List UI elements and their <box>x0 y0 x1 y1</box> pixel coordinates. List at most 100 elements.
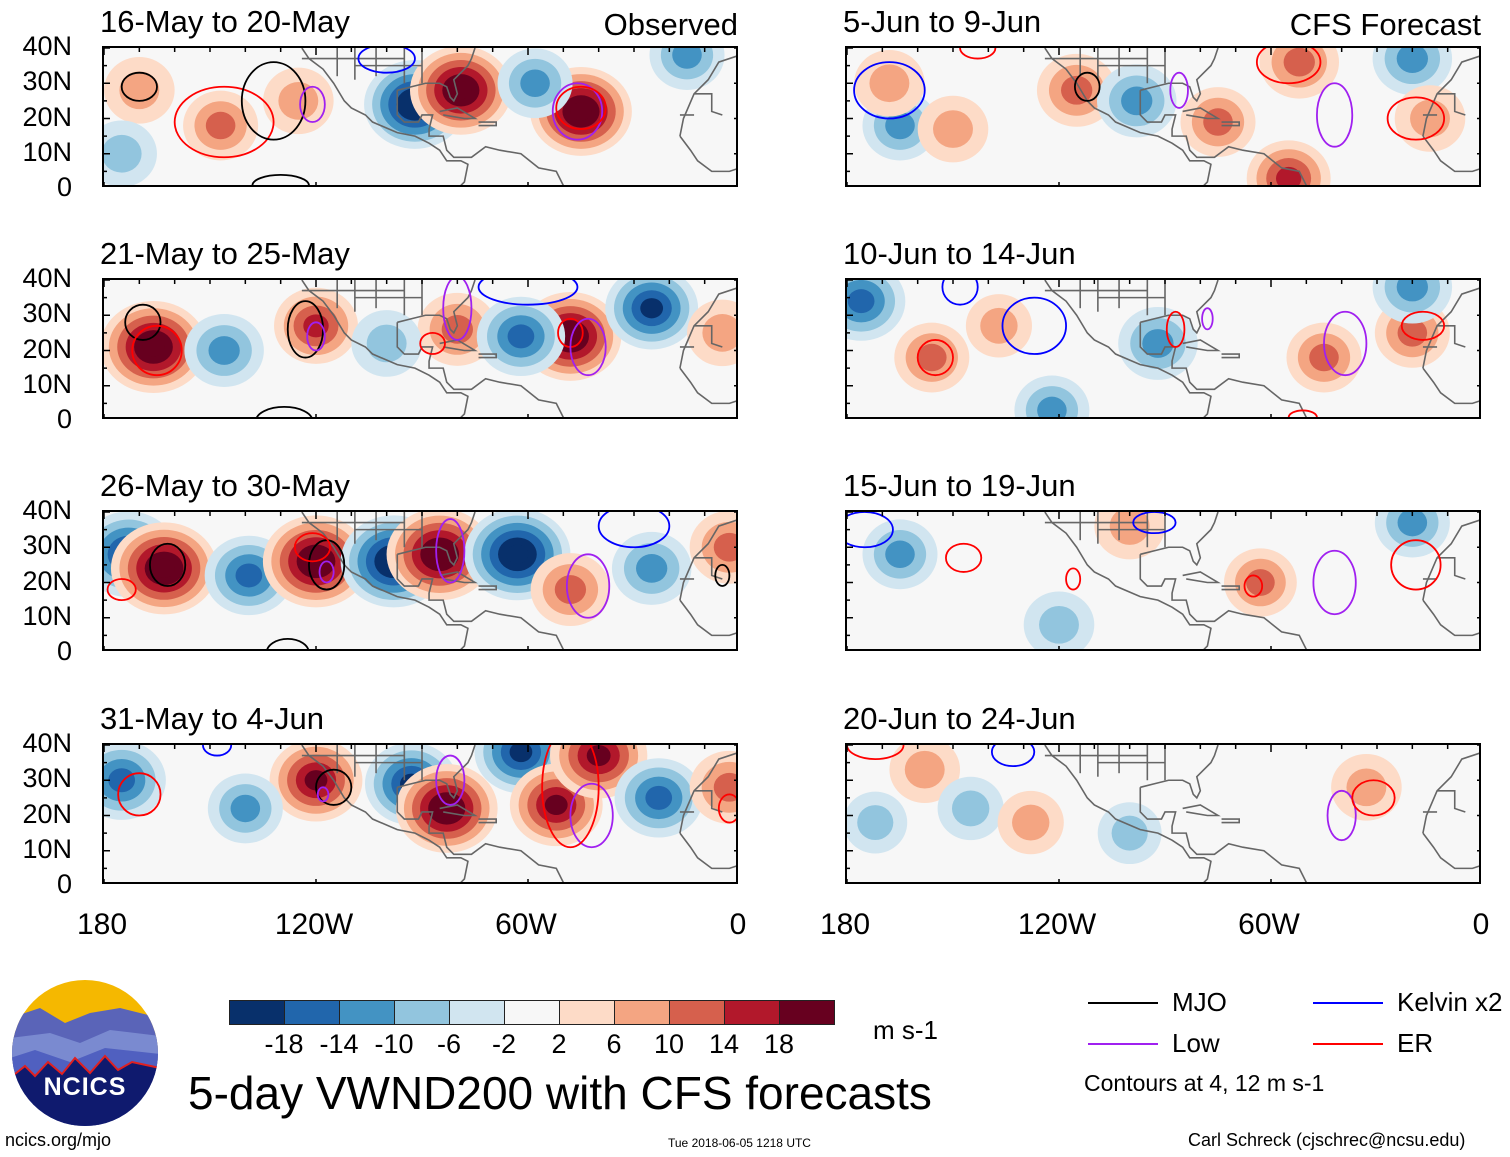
coastline <box>679 367 736 405</box>
coastline <box>1139 554 1307 649</box>
y-tick-label: 40N <box>22 263 72 293</box>
main-title: 5-day VWND200 with CFS forecasts <box>188 1067 932 1119</box>
map-canvas <box>104 512 736 649</box>
contour-low <box>299 85 326 123</box>
y-tick-label: 0 <box>56 869 72 899</box>
contour-kelvin <box>1001 296 1067 355</box>
colorbar-label: -6 <box>436 1029 461 1059</box>
coastlines <box>1044 48 1479 185</box>
contour-mjo <box>240 61 307 141</box>
coastline <box>1182 571 1221 584</box>
map-panel-7 <box>102 743 738 884</box>
anomaly-shade <box>230 794 261 823</box>
contour-er <box>541 745 600 849</box>
coastline <box>694 93 723 116</box>
coastline <box>478 353 498 359</box>
coastline <box>1221 353 1241 359</box>
contour-low <box>1169 71 1189 109</box>
anomaly-shade <box>1396 48 1428 73</box>
wave-contours <box>847 745 1396 842</box>
coastline <box>397 48 476 103</box>
panel-title: 10-Jun to 14-Jun <box>843 236 1076 271</box>
contour-mjo <box>308 539 346 591</box>
panel-title: 15-Jun to 19-Jun <box>843 468 1076 503</box>
anomaly-shade <box>208 336 240 365</box>
coastline <box>679 135 736 173</box>
anomaly-shade <box>1309 343 1339 372</box>
map-panel-4 <box>845 278 1481 419</box>
map-panel-2 <box>845 46 1481 187</box>
contour-mjo <box>256 406 313 417</box>
contour-low <box>569 317 607 377</box>
map-canvas <box>104 280 736 417</box>
coastline <box>301 745 469 882</box>
contour-low <box>1201 307 1214 331</box>
anomaly-shade <box>450 81 472 100</box>
logo-text: NCICS <box>43 1073 127 1101</box>
anomaly-shade <box>636 554 668 583</box>
contour-kelvin <box>357 48 416 74</box>
contour-er <box>293 532 332 563</box>
colorbar-swatch <box>504 1000 560 1025</box>
coastline <box>396 90 564 185</box>
anomaly-shade <box>153 558 176 578</box>
anomaly-shade <box>904 750 945 789</box>
colorbar-swatch <box>614 1000 670 1025</box>
coastline <box>397 280 476 335</box>
anomaly-shade <box>506 544 529 564</box>
anomaly-shade <box>951 790 990 827</box>
coastline <box>1422 519 1479 601</box>
coastline <box>439 339 478 352</box>
website-link[interactable]: ncics.org/mjo <box>5 1130 112 1150</box>
y-tick-label: 30N <box>22 298 72 329</box>
x-tick-label: 180 <box>819 908 871 941</box>
y-tick-label: 30N <box>22 530 72 561</box>
colorbar-swatch <box>779 1000 835 1025</box>
anomaly-shade <box>119 71 160 110</box>
anomaly-shade <box>205 111 236 140</box>
axis-ticks <box>847 745 1479 882</box>
panel-title: 16-May to 20-May <box>100 4 350 39</box>
legend-label: Low <box>1172 1028 1220 1058</box>
contour-mjo <box>251 174 310 185</box>
anomaly-shade <box>847 289 875 314</box>
contour-low <box>1312 549 1357 616</box>
colorbar-label: -18 <box>264 1029 304 1059</box>
contour-low <box>551 82 604 141</box>
map-canvas <box>847 745 1479 882</box>
anomaly-shade <box>933 110 973 148</box>
x-tick-label: 180 <box>76 908 128 941</box>
y-tick-label: 20N <box>22 101 72 132</box>
contour-er <box>945 542 983 573</box>
y-tick-label: 0 <box>56 404 72 434</box>
coastline <box>1422 135 1479 173</box>
legend-swatch-er <box>1313 1043 1383 1045</box>
contour-er <box>131 324 183 377</box>
colorbar-label: -2 <box>491 1029 516 1059</box>
coastline <box>1437 557 1466 580</box>
axis-ticks <box>847 280 1479 417</box>
colorbar-swatch <box>229 1000 285 1025</box>
x-tick-label: 120W <box>1017 908 1097 941</box>
timestamp: Tue 2018-06-05 1218 UTC <box>668 1136 811 1150</box>
colorbar-label: 2 <box>551 1029 567 1059</box>
anomaly-shade <box>1111 815 1148 851</box>
contour-kelvin <box>1132 512 1177 535</box>
anomaly-shade <box>366 324 407 363</box>
contour-low <box>1323 310 1368 377</box>
anomaly-shade <box>509 745 533 763</box>
anomaly-shade <box>1410 99 1450 138</box>
axis-ticks <box>104 48 736 185</box>
y-tick-label: 10N <box>22 136 72 167</box>
coastline <box>1044 280 1212 417</box>
axis-ticks <box>104 512 736 649</box>
anomaly-shade <box>1039 605 1079 644</box>
wave-contours <box>117 745 736 849</box>
anomaly-field <box>104 280 736 393</box>
x-tick-label: 0 <box>729 908 747 941</box>
coastline <box>1182 804 1221 817</box>
anomaly-field <box>104 745 736 853</box>
map-canvas <box>847 48 1479 185</box>
anomaly-shade <box>713 532 736 562</box>
anomaly-shade <box>1142 329 1174 358</box>
